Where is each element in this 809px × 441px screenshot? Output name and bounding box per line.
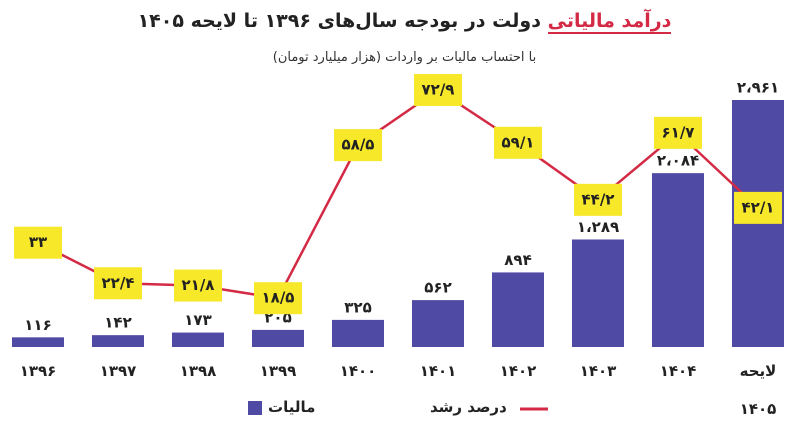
bar-value-label: ۲،۹۶۱ (737, 79, 779, 97)
growth-value-label: ۴۴/۲ (582, 190, 615, 208)
x-tick-label: ۱۴۰۰ (339, 362, 377, 380)
growth-label-box (94, 267, 142, 300)
growth-line (37, 88, 759, 300)
growth-label-box (174, 269, 222, 302)
growth-value-label: ۶۱/۷ (662, 123, 695, 141)
growth-label: ۳۳ (14, 226, 62, 259)
x-tick-label: ۱۳۹۸ (179, 362, 217, 380)
growth-label: ۵۹/۱ (494, 126, 542, 159)
x-tick-label: ۱۴۰۳ (579, 362, 617, 380)
legend-swatch (248, 401, 262, 415)
growth-label-box (334, 129, 382, 162)
bar-value-label: ۵۶۲ (424, 279, 451, 297)
bar-value-label: ۸۹۴ (504, 251, 531, 269)
growth-label: ۲۲/۴ (94, 267, 142, 300)
bar (652, 173, 704, 347)
growth-label-box (574, 183, 622, 216)
growth-label: ۴۲/۱ (734, 191, 782, 224)
growth-label: ۵۸/۵ (334, 129, 382, 162)
chart-title: درآمد مالیاتی دولت در بودجه سال‌های ۱۳۹۶… (0, 10, 809, 34)
growth-label-box (734, 191, 782, 224)
growth-label: ۴۴/۲ (574, 183, 622, 216)
bar (492, 272, 544, 347)
bar (92, 335, 144, 347)
growth-value-label: ۱۸/۵ (262, 289, 295, 307)
bar-value-label: ۲،۰۸۴ (657, 152, 699, 170)
x-tick-label: ۱۴۰۴ (659, 362, 697, 380)
x-tick-label: ۱۳۹۶ (19, 362, 57, 380)
x-tick-label: لایحه ۱۴۰۵ (739, 362, 777, 418)
growth-label: ۱۸/۵ (254, 282, 302, 315)
growth-value-label: ۵۹/۱ (502, 133, 535, 151)
bar (412, 300, 464, 347)
legend-label: مالیات (268, 398, 316, 416)
bar-value-label: ۱۱۶ (24, 316, 51, 334)
bar (332, 319, 384, 347)
growth-label-box (254, 282, 302, 315)
growth-value-label: ۲۱/۸ (182, 276, 215, 294)
bar-value-label: ۱۴۲ (104, 314, 131, 332)
growth-label-box (654, 116, 702, 149)
bar-value-label: ۱۷۳ (184, 311, 211, 329)
growth-value-label: ۳۳ (29, 233, 47, 251)
x-tick-label: ۱۴۰۲ (499, 362, 537, 380)
growth-value-label: ۲۲/۴ (102, 274, 135, 292)
title-highlight: درآمد مالیاتی (547, 10, 672, 34)
growth-label: ۷۲/۹ (414, 74, 462, 106)
growth-value-label: ۷۲/۹ (422, 81, 455, 99)
chart-subtitle: با احتساب مالیات بر واردات (هزار میلیارد… (272, 50, 537, 65)
growth-label: ۶۱/۷ (654, 116, 702, 149)
bar-value-label: ۳۲۵ (344, 298, 371, 316)
title-rest: دولت در بودجه سال‌های ۱۳۹۶ تا لایحه ۱۴۰۵ (137, 10, 541, 32)
bar (12, 337, 64, 347)
bar (252, 329, 304, 347)
growth-label-box (494, 126, 542, 159)
growth-value-label: ۴۲/۱ (742, 198, 775, 216)
growth-label-box (14, 226, 62, 259)
growth-label-box (414, 74, 462, 106)
x-tick-label: ۱۳۹۹ (259, 362, 297, 380)
bar (572, 239, 624, 347)
legend-label: درصد رشد (430, 398, 507, 416)
growth-value-label: ۵۸/۵ (342, 136, 375, 154)
x-tick-label: ۱۴۰۱ (419, 362, 457, 380)
x-tick-label: ۱۳۹۷ (99, 362, 137, 380)
bar-value-label: ۱،۲۸۹ (577, 218, 619, 236)
bar (172, 332, 224, 347)
growth-label: ۲۱/۸ (174, 269, 222, 302)
